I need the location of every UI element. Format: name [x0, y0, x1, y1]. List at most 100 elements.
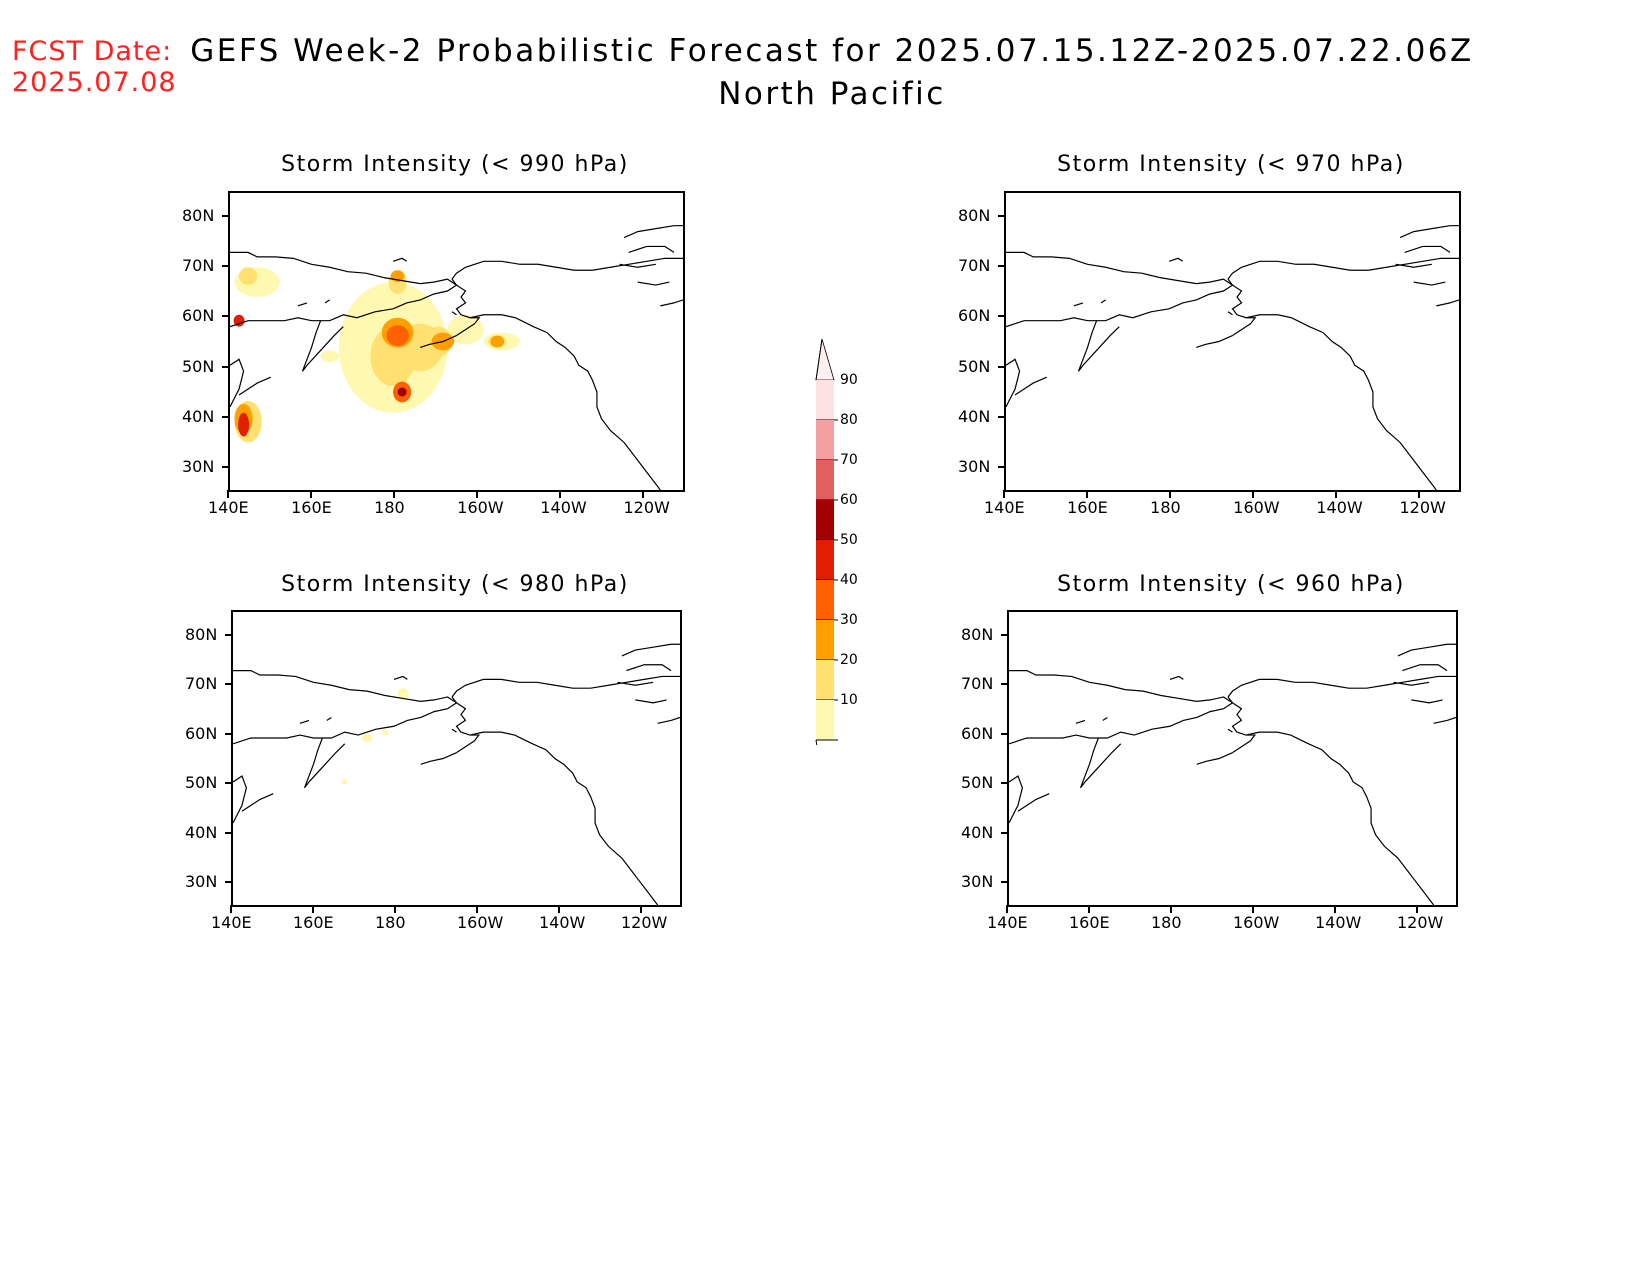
probability-shading: [361, 733, 373, 743]
colorbar-label: 20: [840, 652, 858, 668]
coastline: [1228, 697, 1255, 753]
lon-tick: [559, 490, 562, 498]
lat-tick: [222, 415, 230, 418]
coastline: [452, 729, 456, 732]
lon-label: 160E: [1069, 913, 1110, 932]
colorbar-segment: [816, 700, 834, 740]
coastline: [620, 264, 656, 267]
coastline: [1196, 336, 1232, 348]
coastline: [420, 336, 456, 348]
lon-tick: [227, 490, 229, 498]
probability-shading: [490, 335, 505, 348]
coastline: [660, 300, 683, 306]
lon-tick: [393, 490, 396, 498]
lat-tick: [225, 683, 233, 686]
coastline: [233, 671, 457, 744]
lon-label: 160W: [1233, 913, 1280, 932]
lon-label: 140E: [987, 913, 1028, 932]
lon-tick: [1418, 490, 1421, 498]
coastline: [1228, 676, 1456, 697]
lat-label: 80N: [958, 206, 991, 226]
coastline: [1078, 321, 1119, 371]
lon-label: 160E: [1067, 498, 1108, 517]
lon-tick: [1416, 905, 1418, 913]
lat-tick: [222, 265, 230, 268]
lat-label: 80N: [961, 624, 994, 644]
lon-tick: [1252, 905, 1254, 913]
colorbar-label: 10: [840, 692, 858, 708]
lat-label: 80N: [182, 206, 215, 226]
lon-label: 140E: [984, 498, 1025, 517]
coastline: [1436, 300, 1459, 306]
lon-label: 160W: [457, 498, 504, 517]
lat-label: 60N: [182, 306, 215, 326]
coastline: [629, 246, 674, 252]
lon-label: 160E: [293, 913, 334, 932]
colorbar-bottom-arrow: [815, 739, 823, 781]
coastline: [638, 282, 670, 285]
lat-label: 40N: [958, 406, 991, 426]
coastline: [617, 682, 653, 685]
coastline: [1170, 676, 1183, 679]
lon-tick: [1334, 905, 1336, 913]
panel-title-960: Storm Intensity (< 960 hPa): [1057, 572, 1405, 597]
lon-label: 180: [374, 498, 405, 517]
lat-label: 70N: [958, 256, 991, 276]
coastline: [1169, 258, 1183, 261]
lat-tick: [1001, 782, 1009, 785]
lat-tick: [998, 265, 1006, 268]
coastline: [624, 226, 683, 238]
lat-label: 30N: [958, 456, 991, 476]
lon-label: 140E: [208, 498, 249, 517]
lon-label: 120W: [1399, 498, 1446, 517]
lon-label: 180: [1151, 913, 1182, 932]
colorbar: 90 80 70 60 50 40 30 20 10: [800, 335, 880, 781]
lat-label: 70N: [961, 674, 994, 694]
coastline: [230, 252, 457, 326]
lon-label: 140W: [540, 498, 587, 517]
map-canvas: [233, 612, 680, 905]
coastline: [1228, 729, 1232, 732]
coastline: [1414, 282, 1446, 285]
lat-label: 40N: [185, 822, 218, 842]
coastline: [394, 676, 407, 679]
probability-shading: [239, 267, 258, 286]
probability-shading: [397, 688, 409, 700]
lat-tick: [225, 732, 233, 735]
colorbar-label: 70: [840, 452, 858, 468]
coastline: [622, 644, 680, 656]
colorbar-segment: [816, 420, 834, 460]
lon-label: 140W: [1316, 498, 1363, 517]
map-canvas: [1006, 193, 1459, 490]
lon-tick: [1335, 490, 1338, 498]
coastline: [1405, 246, 1450, 252]
coastline: [325, 300, 330, 303]
lat-tick: [222, 365, 230, 368]
coastline: [470, 732, 658, 905]
probability-shading: [397, 387, 407, 397]
lat-tick: [222, 465, 230, 468]
colorbar-segment: [816, 540, 834, 580]
colorbar-label: 80: [840, 412, 858, 428]
lon-label: 180: [1150, 498, 1181, 517]
coastline: [1228, 279, 1255, 335]
coastline: [1246, 315, 1436, 490]
colorbar-label: 30: [840, 612, 858, 628]
probability-shading: [233, 314, 245, 327]
lat-label: 50N: [185, 773, 218, 793]
coastline: [658, 717, 680, 723]
probability-shading: [342, 779, 348, 785]
lon-tick: [1252, 490, 1255, 498]
colorbar-segment: [816, 500, 834, 540]
lon-tick: [640, 905, 642, 913]
panel-title-980: Storm Intensity (< 980 hPa): [281, 572, 629, 597]
map-panel-990: [228, 191, 685, 492]
coastline: [393, 258, 407, 261]
coastline: [1009, 671, 1233, 744]
coastline: [1103, 717, 1107, 720]
lat-tick: [998, 465, 1006, 468]
lat-label: 80N: [185, 624, 218, 644]
lat-tick: [998, 415, 1006, 418]
coastline: [1228, 312, 1233, 315]
lon-tick: [310, 490, 313, 498]
